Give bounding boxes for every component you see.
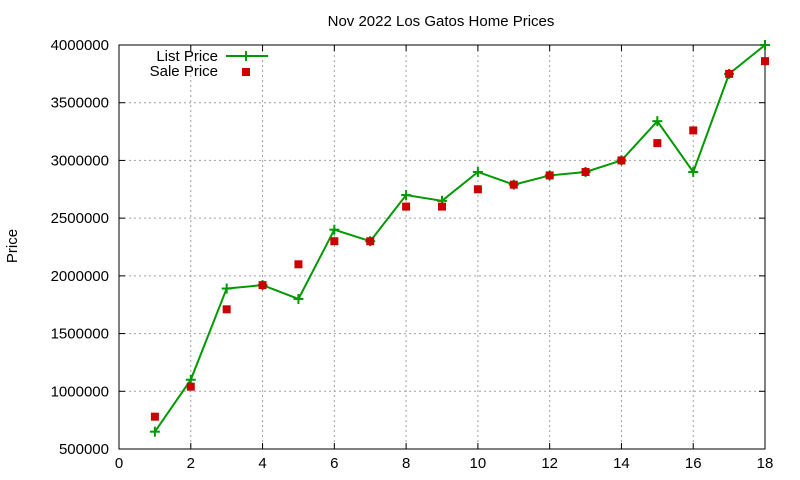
point-sale-price (150, 412, 159, 421)
y-tick-label: 4000000 (51, 37, 109, 54)
point-sale-price (438, 202, 446, 211)
point-sale-price (545, 171, 554, 180)
x-tick-label: 10 (470, 455, 487, 472)
x-tick-label: 0 (115, 455, 123, 472)
y-tick-label: 1500000 (51, 326, 109, 343)
y-tick-label: 2500000 (51, 210, 109, 227)
x-tick-label: 4 (258, 455, 266, 472)
legend-marker-list-price (241, 51, 251, 61)
legend-marker-sale-price (242, 68, 250, 76)
x-tick-label: 6 (330, 455, 338, 472)
point-sale-price (294, 260, 303, 269)
point-list-price (401, 190, 412, 201)
legend-label-sale-price: Sale Price (150, 63, 218, 80)
legend-label-list-price: List Price (156, 48, 218, 65)
point-sale-price (258, 281, 267, 290)
point-list-price (688, 166, 699, 177)
point-list-price (293, 293, 304, 304)
chart-title: Nov 2022 Los Gatos Home Prices (328, 13, 555, 30)
x-tick-label: 16 (685, 455, 702, 472)
grid (119, 45, 765, 449)
y-axis: 500000 1000000 1500000 2000000 2500000 300000… (51, 37, 765, 458)
point-sale-price (186, 382, 195, 391)
x-axis: 0 2 4 6 8 10 12 14 16 18 (115, 45, 774, 472)
x-tick-label: 8 (402, 455, 410, 472)
point-sale-price (473, 185, 482, 194)
point-list-price (329, 224, 340, 235)
plot-border (118, 44, 766, 450)
y-tick-label: 1000000 (51, 383, 109, 400)
x-tick-label: 12 (541, 455, 558, 472)
point-list-price (221, 283, 232, 294)
point-list-price (472, 166, 483, 177)
point-sale-price (330, 237, 339, 246)
y-tick-label: 2000000 (51, 268, 109, 285)
y-tick-label: 3000000 (51, 152, 109, 169)
legend: List Price Sale Price (150, 48, 268, 80)
point-sale-price (617, 156, 626, 165)
point-sale-price (725, 69, 734, 78)
x-tick-label: 2 (187, 455, 195, 472)
point-sale-price (581, 167, 590, 176)
point-list-price (149, 426, 160, 437)
x-tick-label: 14 (613, 455, 630, 472)
point-list-price (652, 116, 663, 127)
point-sale-price (509, 180, 518, 189)
point-sale-price (689, 126, 698, 135)
series-line-list-price (154, 44, 766, 433)
point-list-price (760, 40, 770, 50)
point-sale-price (761, 57, 769, 66)
y-tick-label: 500000 (59, 441, 109, 458)
y-axis-label: Price (4, 229, 21, 263)
y-tick-label: 3500000 (51, 95, 109, 112)
point-sale-price (402, 202, 411, 211)
x-tick-label: 18 (757, 455, 774, 472)
point-sale-price (222, 305, 231, 314)
point-sale-price (653, 139, 662, 148)
point-sale-price (366, 237, 375, 246)
series-layer (149, 40, 770, 437)
